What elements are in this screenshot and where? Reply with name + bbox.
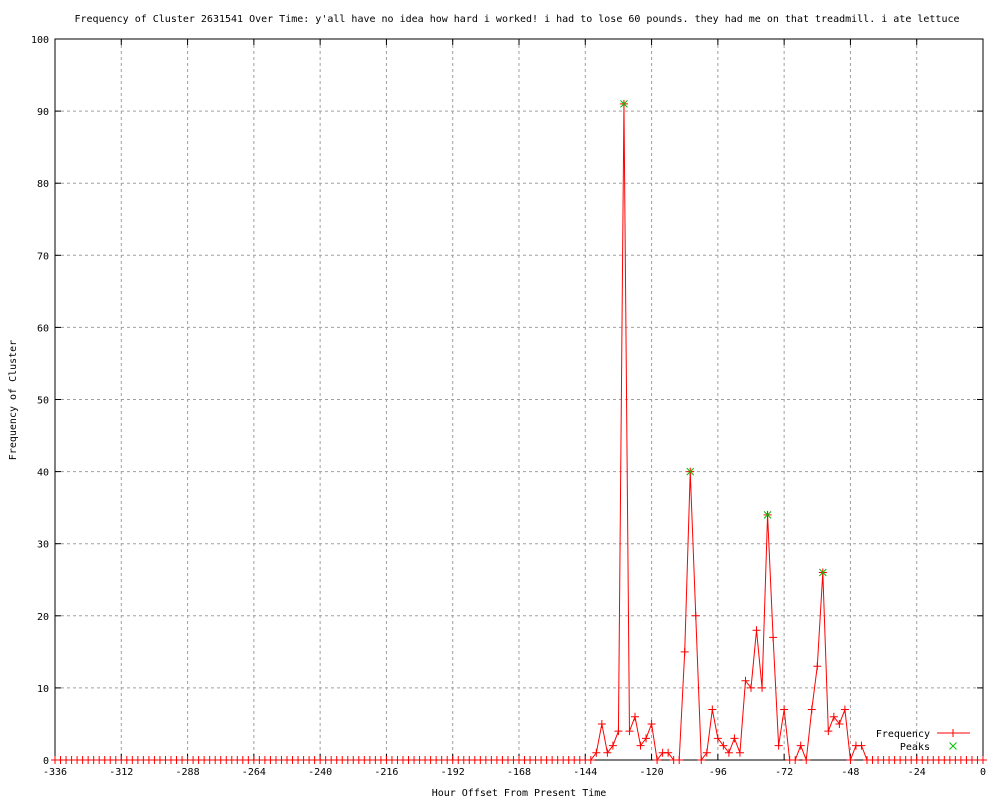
x-tick-label: -48 [841, 767, 859, 778]
x-tick-label: -264 [242, 767, 266, 778]
x-tick-label: 0 [980, 767, 986, 778]
y-tick-label: 60 [37, 323, 49, 334]
frequency-point [631, 712, 639, 721]
y-tick-label: 50 [37, 396, 49, 407]
x-tick-label: -192 [441, 767, 465, 778]
x-tick-label: -144 [573, 767, 597, 778]
frequency-point [625, 727, 634, 736]
y-tick-label: 70 [37, 251, 49, 262]
frequency-point [691, 611, 700, 620]
frequency-point [807, 705, 816, 714]
peak-point [686, 467, 695, 476]
peak-point [763, 511, 772, 519]
x-tick-label: -120 [640, 767, 664, 778]
frequency-point [780, 705, 789, 714]
frequency-point [824, 727, 833, 736]
y-tick-label: 30 [37, 540, 49, 551]
frequency-point [592, 748, 601, 757]
legend: Frequency Peaks [876, 729, 970, 753]
frequency-point [802, 756, 811, 764]
y-tick-label: 0 [43, 756, 49, 767]
y-tick-label: 40 [37, 468, 49, 479]
frequency-point [735, 748, 744, 757]
y-axis-label: Frequency of Cluster [8, 340, 19, 460]
x-tick-label: -288 [176, 767, 200, 778]
x-tick-label: -96 [709, 767, 727, 778]
frequency-point [697, 756, 706, 764]
frequency-point [664, 748, 673, 757]
frequency-point [857, 741, 866, 750]
frequency-point [647, 719, 656, 728]
y-tick-label: 80 [37, 179, 49, 190]
frequency-point [636, 741, 645, 750]
x-axis-label: Hour Offset From Present Time [432, 788, 607, 799]
frequency-point [675, 756, 684, 764]
y-tick-label: 10 [37, 684, 49, 695]
frequency-point [719, 741, 728, 750]
chart-title: Frequency of Cluster 2631541 Over Time: … [74, 14, 959, 25]
frequency-point [741, 676, 750, 685]
legend-label-peaks: Peaks [900, 742, 930, 753]
x-tick-label: -72 [775, 767, 793, 778]
legend-label-frequency: Frequency [876, 729, 930, 740]
frequency-point [796, 741, 805, 750]
y-tick-label: 20 [37, 612, 49, 623]
frequency-point [713, 734, 722, 743]
x-tick-label: -168 [507, 767, 531, 778]
x-tick-label: -24 [908, 767, 926, 778]
frequency-point [758, 683, 767, 692]
frequency-point [614, 727, 623, 736]
frequency-point [774, 741, 783, 750]
frequency-point [708, 705, 717, 714]
frequency-point [680, 647, 689, 656]
frequency-point [642, 734, 651, 743]
frequency-point [702, 748, 711, 757]
x-tick-label: -216 [374, 767, 398, 778]
x-tick-label: -336 [43, 767, 67, 778]
frequency-point [829, 712, 838, 721]
legend-marker-peaks [949, 742, 957, 750]
frequency-point [724, 748, 733, 757]
frequency-point [608, 741, 617, 750]
frequency-point [835, 719, 844, 728]
frequency-point [846, 756, 855, 764]
frequency-point [979, 756, 987, 764]
frequency-point [769, 633, 778, 642]
peak-point [620, 100, 628, 108]
x-tick-label: -240 [308, 767, 332, 778]
frequency-point [597, 719, 606, 728]
y-tick-label: 90 [37, 107, 49, 118]
frequency-point [752, 626, 761, 635]
frequency-point [791, 756, 800, 764]
axis-ticks: 0 10 20 30 40 50 60 70 80 90 100 -336 -312 -288 -264 -2… [31, 35, 986, 778]
frequency-point [603, 748, 612, 757]
frequency-point [653, 756, 662, 764]
frequency-point [586, 756, 595, 764]
grid [55, 39, 983, 760]
frequency-point [813, 662, 822, 671]
peak-point [818, 568, 827, 577]
x-tick-label: -312 [109, 767, 133, 778]
series-layer [51, 99, 987, 764]
frequency-point [747, 683, 755, 692]
frequency-point [730, 734, 739, 743]
y-tick-label: 100 [31, 35, 49, 46]
frequency-point [840, 705, 849, 714]
